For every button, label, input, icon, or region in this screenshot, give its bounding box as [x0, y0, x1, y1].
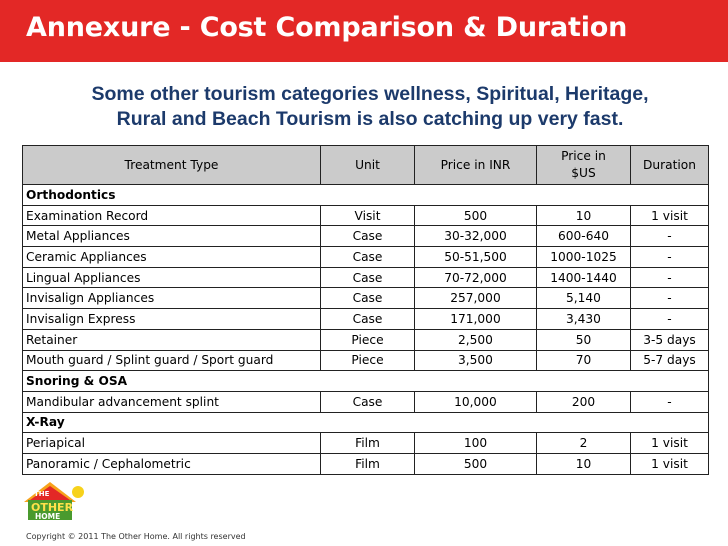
table-row: Invisalign Express Case 171,000 3,430-: [22, 308, 709, 330]
treatment-cell: Invisalign Express: [22, 308, 321, 330]
header-treatment-type: Treatment Type: [22, 145, 321, 185]
copyright-text: Copyright © 2011 The Other Home. All rig…: [26, 532, 246, 541]
duration-cell: 1 visit: [630, 204, 709, 227]
treatment-cell: Examination Record: [22, 204, 321, 227]
table-section-row: X-Ray: [22, 411, 709, 434]
table-row: Periapical Film 100 2 1 visit: [22, 432, 709, 454]
treatment-cell: Mouth guard / Splint guard / Sport guard: [22, 349, 321, 372]
duration-cell: -: [630, 390, 709, 413]
header-unit: Unit: [320, 145, 415, 185]
treatment-cell: Mandibular advancement splint: [22, 390, 321, 413]
table-row: Examination Record Visit 500 10 1 visit: [22, 204, 709, 227]
price-inr-cell: 10,000: [414, 390, 537, 413]
table-row: Panoramic / Cephalometric Film 500 10 1 visi…: [22, 452, 709, 475]
header-price-usd-line-1: Price in: [561, 149, 606, 163]
unit-cell: Case: [320, 246, 415, 268]
price-usd-cell: 1000-1025: [536, 246, 631, 268]
price-usd-cell: 3,430: [536, 308, 631, 330]
unit-cell: Case: [320, 308, 415, 330]
table-row: Invisalign Appliances Case 257,000 5,140-: [22, 287, 709, 310]
unit-cell: Film: [320, 432, 415, 454]
logo-text-the: THE: [34, 490, 50, 498]
logo-text-other: OTHER: [31, 501, 74, 514]
duration-cell: 3-5 days: [630, 328, 709, 351]
the-other-home-logo: THE OTHER HOME: [20, 478, 88, 526]
title-bar: Annexure - Cost Comparison & Duration: [0, 0, 728, 62]
price-inr-cell: 30-32,000: [414, 225, 537, 248]
treatment-cell: Invisalign Appliances: [22, 287, 321, 310]
header-duration: Duration: [630, 145, 709, 185]
price-usd-cell: 5,140: [536, 287, 631, 310]
treatment-cell: Ceramic Appliances: [22, 246, 321, 268]
table-body: Orthodontics Examination Record Visit 500 10…: [22, 184, 709, 475]
price-usd-cell: 10: [536, 452, 631, 475]
duration-cell: -: [630, 287, 709, 310]
table-header-row: Treatment Type Unit Price in INR Price i…: [22, 145, 709, 185]
unit-cell: Case: [320, 287, 415, 310]
subtitle-line-2: Rural and Beach Tourism is also catching…: [116, 108, 624, 130]
header-price-usd: Price in $US: [536, 145, 631, 185]
subtitle: Some other tourism categories wellness, …: [20, 82, 720, 132]
unit-cell: Piece: [320, 328, 415, 351]
header-price-usd-line-2: $US: [571, 166, 596, 180]
treatment-cell: Retainer: [22, 328, 321, 351]
subtitle-line-1: Some other tourism categories wellness, …: [91, 83, 649, 105]
price-usd-cell: 70: [536, 349, 631, 372]
duration-cell: 1 visit: [630, 452, 709, 475]
unit-cell: Visit: [320, 204, 415, 227]
duration-cell: -: [630, 266, 709, 289]
price-usd-cell: 1400-1440: [536, 266, 631, 289]
section-title: X-Ray: [22, 411, 709, 434]
table-section-row: Snoring & OSA: [22, 370, 709, 392]
table-section-row: Orthodontics: [22, 184, 709, 206]
price-usd-cell: 200: [536, 390, 631, 413]
table-row: Metal Appliances Case 30-32,000 600-640-: [22, 225, 709, 248]
table-row: Lingual Appliances Case 70-72,000 1400-1440…: [22, 266, 709, 289]
unit-cell: Case: [320, 225, 415, 248]
house-logo-icon: THE OTHER HOME: [24, 482, 84, 521]
price-inr-cell: 50-51,500: [414, 246, 537, 268]
price-inr-cell: 3,500: [414, 349, 537, 372]
duration-cell: 5-7 days: [630, 349, 709, 372]
price-usd-cell: 50: [536, 328, 631, 351]
treatment-cell: Panoramic / Cephalometric: [22, 452, 321, 475]
unit-cell: Case: [320, 266, 415, 289]
page-title: Annexure - Cost Comparison & Duration: [26, 12, 628, 43]
unit-cell: Piece: [320, 349, 415, 372]
table-row: Mouth guard / Splint guard / Sport guard…: [22, 349, 709, 372]
duration-cell: -: [630, 308, 709, 330]
table-row: Ceramic Appliances Case 50-51,500 1000-1025…: [22, 246, 709, 268]
price-inr-cell: 500: [414, 204, 537, 227]
section-title: Orthodontics: [22, 184, 709, 206]
duration-cell: -: [630, 225, 709, 248]
price-inr-cell: 500: [414, 452, 537, 475]
price-usd-cell: 600-640: [536, 225, 631, 248]
section-title: Snoring & OSA: [22, 370, 709, 392]
duration-cell: -: [630, 246, 709, 268]
price-inr-cell: 70-72,000: [414, 266, 537, 289]
treatment-cell: Metal Appliances: [22, 225, 321, 248]
logo-text-home: HOME: [35, 512, 60, 521]
duration-cell: 1 visit: [630, 432, 709, 454]
price-usd-cell: 2: [536, 432, 631, 454]
price-usd-cell: 10: [536, 204, 631, 227]
price-inr-cell: 2,500: [414, 328, 537, 351]
header-price-inr: Price in INR: [414, 145, 537, 185]
price-inr-cell: 257,000: [414, 287, 537, 310]
table-row: Mandibular advancement splint Case 10,000 2…: [22, 390, 709, 413]
cost-comparison-table: Treatment Type Unit Price in INR Price i…: [22, 145, 709, 475]
price-inr-cell: 100: [414, 432, 537, 454]
treatment-cell: Periapical: [22, 432, 321, 454]
table-row: Retainer Piece 2,500 50 3-5 days: [22, 328, 709, 351]
unit-cell: Case: [320, 390, 415, 413]
price-inr-cell: 171,000: [414, 308, 537, 330]
treatment-cell: Lingual Appliances: [22, 266, 321, 289]
unit-cell: Film: [320, 452, 415, 475]
